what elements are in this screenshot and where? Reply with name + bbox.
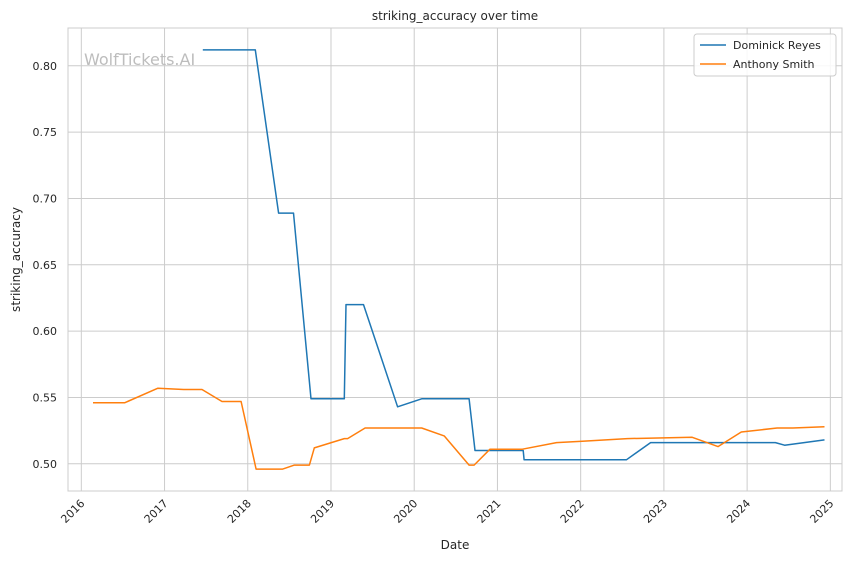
plot-area-frame: [67, 27, 843, 492]
y-tick-label: 0.55: [33, 391, 58, 404]
y-tick-label: 0.70: [33, 192, 58, 205]
y-tick-label: 0.80: [33, 60, 58, 73]
legend: Dominick Reyes Anthony Smith: [693, 33, 837, 77]
series-lines: [93, 49, 825, 470]
x-tick-label: 2019: [308, 497, 337, 526]
x-tick-labels: 2016 2017 2018 2019 2020 2021 2022 2023 2024 2025: [58, 497, 836, 526]
legend-label-dominick-reyes: Dominick Reyes: [733, 39, 821, 52]
x-tick-label: 2016: [58, 497, 87, 526]
y-axis-title: striking_accuracy: [9, 207, 23, 312]
y-tick-label: 0.65: [33, 259, 58, 272]
chart-title: striking_accuracy over time: [372, 9, 538, 23]
x-tick-label: 2024: [724, 497, 753, 526]
legend-box: [693, 33, 837, 77]
series-line-anthony-smith: [93, 387, 825, 470]
x-tick-label: 2023: [641, 497, 670, 526]
y-tick-label: 0.75: [33, 126, 58, 139]
legend-label-anthony-smith: Anthony Smith: [733, 58, 815, 71]
y-tick-labels: 0.50 0.55 0.60 0.65 0.70 0.75 0.80: [33, 60, 58, 471]
x-tick-label: 2025: [807, 497, 836, 526]
x-tick-label: 2020: [391, 497, 420, 526]
watermark-text: WolfTickets.AI: [84, 50, 195, 69]
x-tick-label: 2021: [475, 497, 504, 526]
y-grid-lines: [68, 65, 842, 465]
y-tick-label: 0.60: [33, 325, 58, 338]
x-tick-label: 2017: [142, 497, 171, 526]
y-tick-label: 0.50: [33, 458, 58, 471]
x-axis-title: Date: [441, 538, 470, 552]
x-tick-label: 2022: [558, 497, 587, 526]
x-grid-lines: [80, 28, 831, 491]
x-tick-label: 2018: [225, 497, 254, 526]
series-line-dominick-reyes: [202, 49, 825, 461]
